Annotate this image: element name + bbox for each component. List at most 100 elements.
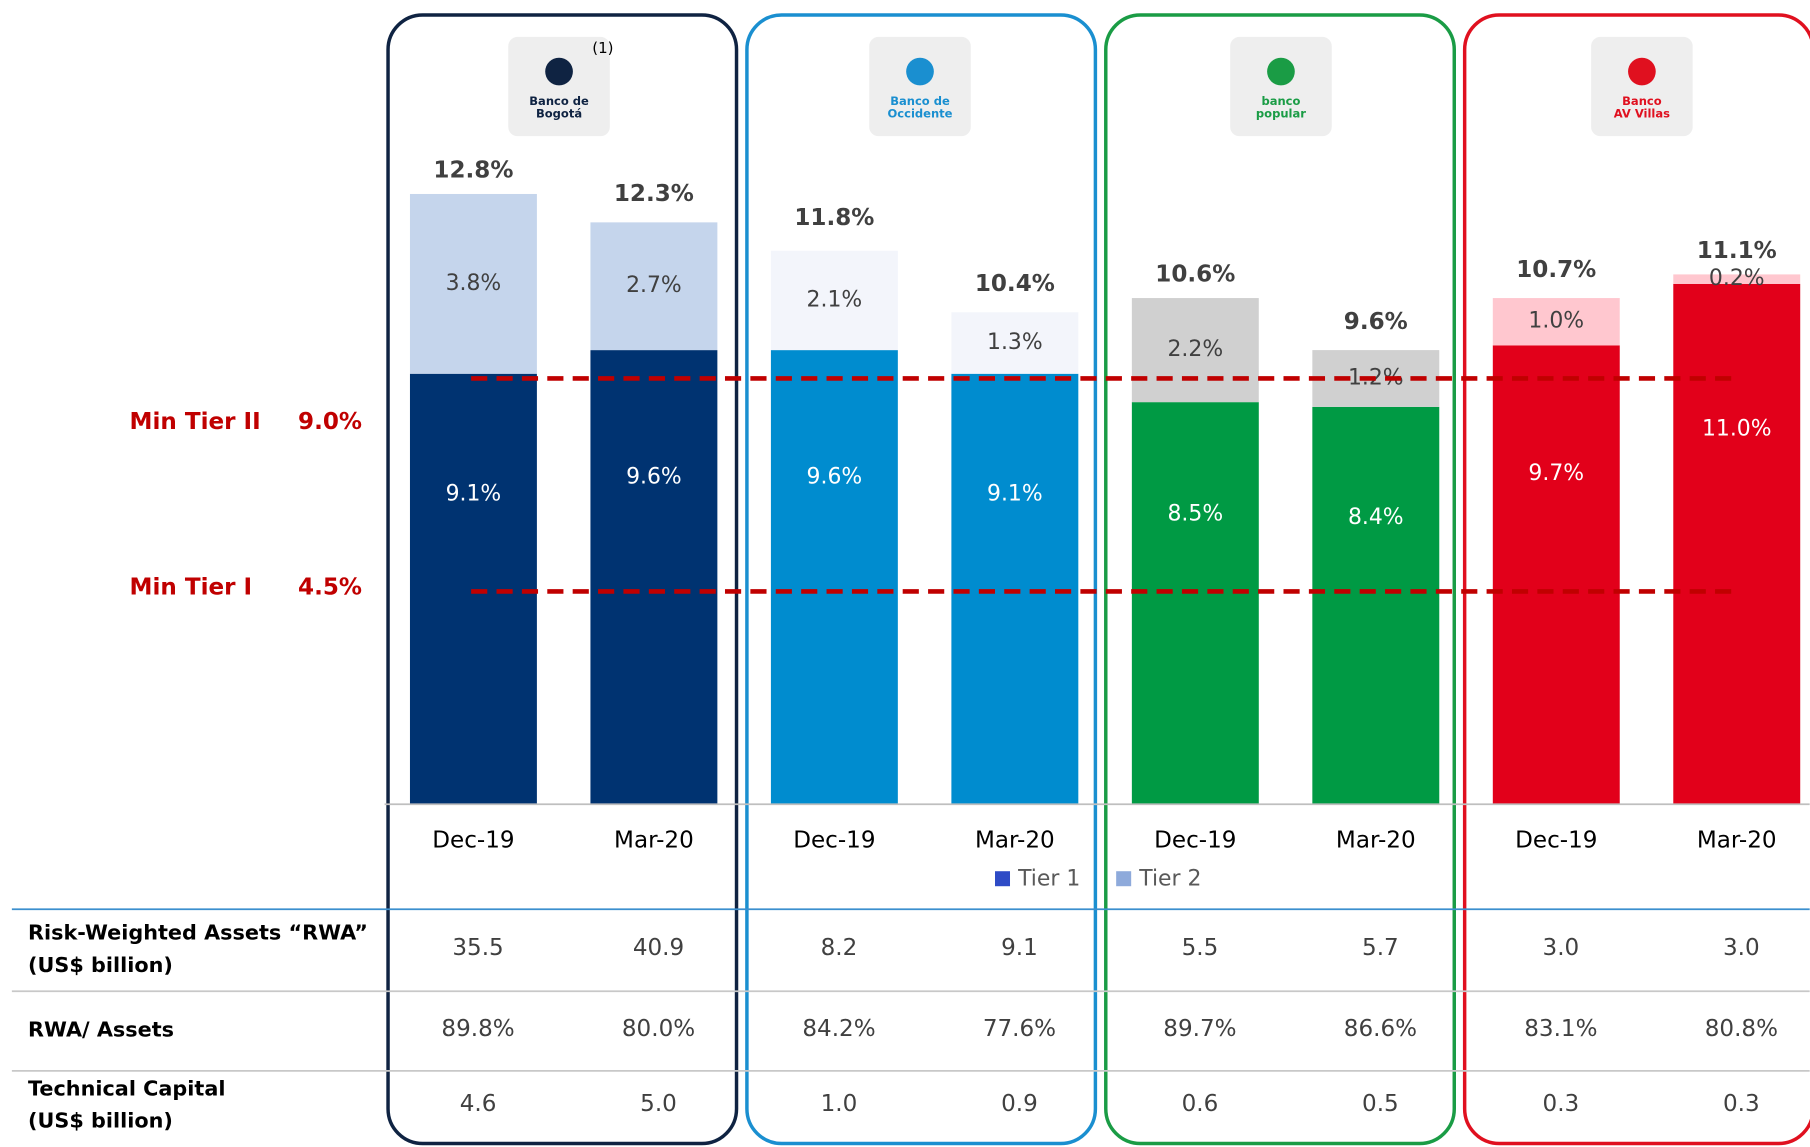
reference-label: Min Tier II	[130, 409, 261, 435]
total-label: 11.1%	[1697, 238, 1777, 264]
logo-box	[869, 36, 971, 137]
tier1-label: 9.6%	[807, 464, 863, 489]
table-cell: 86.6%	[1344, 1016, 1417, 1042]
tier1-label: 9.6%	[626, 464, 682, 489]
row-label: Technical Capital	[28, 1076, 225, 1100]
table-cell: 8.2	[821, 935, 858, 961]
table-cell: 1.0	[821, 1091, 858, 1117]
reference-label: Min Tier I	[130, 574, 253, 600]
tier2-bar	[1492, 298, 1620, 346]
tier2-bar	[770, 250, 898, 351]
x-tick-label: Mar-20	[1336, 828, 1416, 854]
x-tick-label: Mar-20	[975, 828, 1055, 854]
legend-swatch	[995, 871, 1011, 887]
x-tick-label: Mar-20	[1697, 828, 1777, 854]
table-cell: 89.7%	[1163, 1016, 1236, 1042]
tier2-bar	[1673, 274, 1801, 284]
table-cell: 77.6%	[983, 1016, 1056, 1042]
total-label: 12.8%	[433, 158, 513, 184]
logo-icon	[1267, 57, 1295, 86]
reference-value: 4.5%	[298, 574, 362, 600]
tier2-bar	[951, 312, 1079, 374]
table-cell: 0.6	[1182, 1091, 1219, 1117]
tier1-bar	[409, 373, 537, 805]
tier2-label: 3.8%	[446, 271, 502, 296]
logo-text: popular	[1256, 107, 1306, 121]
tier1-bar	[1492, 345, 1620, 805]
logo-box	[1591, 36, 1693, 137]
tier2-label: 2.1%	[807, 287, 863, 312]
bank-frame	[386, 13, 739, 1146]
tier1-bar	[951, 373, 1079, 805]
table-cell: 80.8%	[1705, 1016, 1778, 1042]
row-label: (US$ billion)	[28, 953, 173, 977]
x-tick-label: Mar-20	[614, 828, 694, 854]
logo-box	[1230, 36, 1332, 137]
tier1-label: 9.1%	[987, 481, 1043, 506]
logo-text: Banco de	[890, 94, 950, 108]
table-cell: 5.7	[1362, 935, 1399, 961]
logo-icon	[906, 57, 934, 86]
logo-text: banco	[1261, 94, 1300, 108]
tier2-label: 1.0%	[1528, 309, 1584, 334]
table-cell: 5.0	[640, 1091, 677, 1117]
bank-frame	[1104, 13, 1456, 1146]
logo-text: Banco	[1622, 94, 1662, 108]
total-label: 10.6%	[1155, 262, 1235, 288]
table-cell: 40.9	[633, 935, 684, 961]
table-cell: 0.3	[1543, 1091, 1580, 1117]
tier1-label: 11.0%	[1702, 417, 1772, 442]
table-cell: 89.8%	[441, 1016, 514, 1042]
logo-box	[508, 36, 610, 137]
logo-text: Banco de	[529, 94, 589, 108]
tier1-bar	[1312, 406, 1440, 805]
tier1-bar	[1673, 283, 1801, 805]
legend-label: Tier 1	[1017, 866, 1080, 891]
logo-text: Occidente	[888, 107, 953, 121]
tier1-bar	[770, 350, 898, 805]
tier2-bar	[1131, 298, 1259, 403]
legend-label: Tier 2	[1138, 866, 1201, 891]
logo-icon	[1628, 57, 1656, 86]
tier1-bar	[590, 350, 718, 805]
tier2-label: 0.2%	[1709, 266, 1765, 291]
table-cell: 9.1	[1001, 935, 1038, 961]
bank-frame	[745, 13, 1098, 1146]
x-tick-label: Dec-19	[1515, 828, 1597, 854]
footnote-marker: (1)	[592, 39, 613, 57]
row-label: Risk-Weighted Assets “RWA”	[28, 921, 368, 945]
legend-swatch	[1116, 871, 1132, 887]
logo-text: Bogotá	[536, 107, 582, 121]
table-cell: 3.0	[1543, 935, 1580, 961]
logo-text: AV Villas	[1614, 107, 1670, 121]
x-tick-label: Dec-19	[793, 828, 875, 854]
total-label: 11.8%	[794, 205, 874, 231]
table-cell: 5.5	[1182, 935, 1219, 961]
reference-value: 9.0%	[298, 409, 362, 435]
bank-frame	[1462, 13, 1810, 1146]
tier1-label: 9.7%	[1528, 461, 1584, 486]
tier1-bar	[1131, 402, 1259, 805]
table-cell: 0.9	[1001, 1091, 1038, 1117]
table-cell: 0.3	[1723, 1091, 1760, 1117]
table-cell: 4.6	[460, 1091, 497, 1117]
table-cell: 0.5	[1362, 1091, 1399, 1117]
table-cell: 35.5	[452, 935, 503, 961]
tier2-label: 1.3%	[987, 330, 1043, 355]
tier2-bar	[590, 222, 718, 351]
total-label: 9.6%	[1344, 309, 1408, 335]
row-label: (US$ billion)	[28, 1109, 173, 1133]
total-label: 10.7%	[1516, 257, 1596, 283]
table-cell: 83.1%	[1524, 1016, 1597, 1042]
table-cell: 3.0	[1723, 935, 1760, 961]
logo-icon	[545, 57, 573, 86]
tier2-label: 2.7%	[626, 273, 682, 298]
table-cell: 84.2%	[802, 1016, 875, 1042]
x-tick-label: Dec-19	[432, 828, 514, 854]
table-cell: 80.0%	[622, 1016, 695, 1042]
x-tick-label: Dec-19	[1154, 828, 1236, 854]
tier1-label: 8.4%	[1348, 505, 1404, 530]
total-label: 10.4%	[975, 271, 1055, 297]
